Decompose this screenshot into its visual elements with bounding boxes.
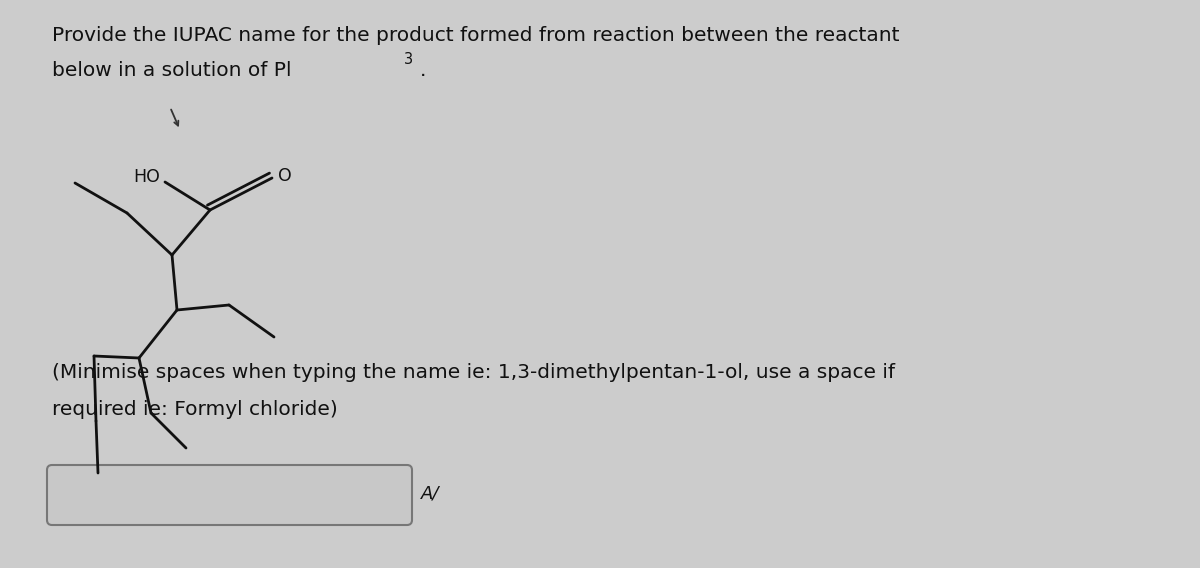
Text: A/: A/ bbox=[421, 484, 439, 502]
Text: required ie: Formyl chloride): required ie: Formyl chloride) bbox=[52, 400, 337, 419]
Text: (Minimise spaces when typing the name ie: 1,3-dimethylpentan-1-ol, use a space i: (Minimise spaces when typing the name ie… bbox=[52, 363, 895, 382]
Text: .: . bbox=[420, 61, 426, 80]
Text: below in a solution of Pl: below in a solution of Pl bbox=[52, 61, 292, 80]
Text: HO: HO bbox=[133, 168, 160, 186]
Text: Provide the IUPAC name for the product formed from reaction between the reactant: Provide the IUPAC name for the product f… bbox=[52, 26, 900, 45]
Text: O: O bbox=[278, 167, 292, 185]
Text: 3: 3 bbox=[404, 52, 413, 67]
FancyBboxPatch shape bbox=[47, 465, 412, 525]
